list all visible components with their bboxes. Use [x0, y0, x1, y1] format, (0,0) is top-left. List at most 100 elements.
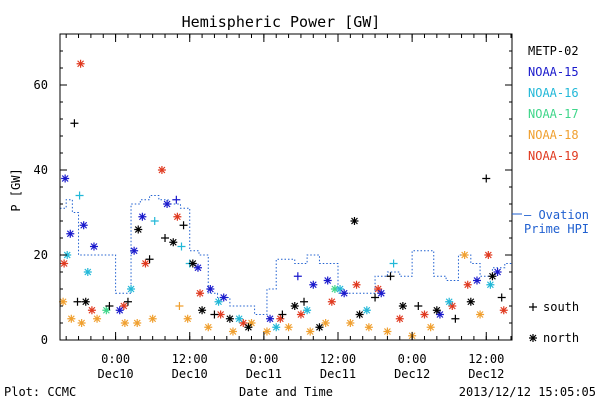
x-tick-date-label: Dec10	[172, 367, 208, 381]
data-point-north	[59, 297, 68, 306]
data-point-north	[499, 306, 508, 315]
data-point-south	[105, 302, 114, 310]
data-point-north	[120, 319, 129, 327]
x-tick-date-label: Dec12	[394, 367, 430, 381]
data-point-north	[235, 314, 244, 323]
data-point-south	[371, 293, 380, 302]
data-point-north	[323, 276, 332, 285]
data-point-north	[173, 212, 182, 221]
legend: METP-02 NOAA-15 NOAA-16 NOAA-17 NOAA-18 NOAA-…	[512, 44, 589, 345]
data-point-north	[206, 285, 215, 293]
data-point-north	[130, 246, 139, 255]
data-point-north	[432, 306, 441, 315]
data-point-north	[138, 212, 147, 221]
data-point-south	[123, 297, 132, 306]
x-tick-label: 0:00	[249, 352, 278, 366]
data-point-north	[219, 293, 228, 302]
data-point-north	[89, 242, 98, 251]
data-point-north	[309, 280, 318, 289]
data-point-south	[414, 302, 423, 310]
data-point-south	[175, 302, 184, 310]
data-point-north	[484, 251, 493, 259]
data-point-north	[239, 319, 248, 327]
data-point-north	[383, 327, 392, 336]
data-point-south	[389, 259, 398, 268]
x-tick-date-label: Dec12	[468, 367, 504, 381]
x-tick-label: 12:00	[320, 352, 356, 366]
data-point-north	[355, 310, 364, 319]
data-point-north	[133, 319, 142, 327]
data-point-north	[163, 200, 172, 208]
data-point-south	[482, 174, 491, 183]
data-point-north	[127, 285, 136, 293]
data-point-north	[61, 174, 70, 183]
legend-entry: NOAA-15	[528, 65, 579, 79]
data-point-south	[172, 195, 181, 204]
data-point-north	[77, 319, 86, 327]
data-point-north	[76, 59, 85, 68]
data-point-north	[315, 323, 324, 332]
data-point-south	[145, 255, 154, 264]
legend-entry: NOAA-16	[528, 86, 579, 100]
data-point-north	[228, 327, 237, 336]
data-point-north	[435, 310, 444, 319]
data-point-north	[196, 289, 205, 298]
data-point-north	[472, 276, 481, 285]
data-point-north	[79, 221, 88, 230]
legend-south-marker	[529, 303, 537, 311]
data-point-north	[63, 251, 72, 259]
data-point-north	[67, 314, 76, 323]
data-point-north	[83, 268, 92, 276]
y-tick-label: 20	[34, 248, 48, 262]
data-point-north	[272, 323, 281, 332]
data-point-north	[290, 302, 299, 310]
data-point-north	[204, 323, 213, 332]
data-point-north	[352, 280, 361, 289]
data-point-north	[188, 259, 197, 268]
y-axis-title: P [GW]	[9, 168, 23, 211]
plot-frame	[59, 33, 513, 341]
data-point-south	[70, 119, 79, 128]
data-point-north	[93, 314, 102, 323]
data-point-south	[451, 314, 460, 323]
data-point-north	[183, 314, 192, 323]
data-point-north	[198, 306, 207, 315]
data-point-north	[445, 297, 454, 306]
data-point-north	[346, 319, 355, 327]
y-tick-label: 0	[41, 333, 48, 347]
data-point-south	[386, 272, 395, 281]
data-point-north	[303, 306, 312, 315]
data-point-south	[150, 217, 159, 225]
data-point-north	[266, 314, 275, 323]
data-point-north	[374, 285, 383, 293]
legend-entry: METP-02	[528, 44, 579, 58]
data-point-north	[81, 297, 90, 306]
data-point-north	[87, 306, 96, 315]
data-point-north	[225, 314, 234, 323]
data-markers	[59, 59, 508, 340]
x-tick-label: 0:00	[398, 352, 427, 366]
data-point-north	[364, 323, 373, 332]
axes: 02040600:00Dec1012:00Dec100:00Dec1112:00…	[34, 33, 513, 381]
x-tick-date-label: Dec11	[246, 367, 282, 381]
data-point-south	[210, 310, 219, 319]
y-tick-label: 40	[34, 163, 48, 177]
legend-entry: NOAA-17	[528, 107, 579, 121]
ovation-series	[60, 195, 513, 315]
data-point-north	[296, 310, 305, 319]
x-tick-date-label: Dec11	[320, 367, 356, 381]
data-point-north	[134, 225, 143, 234]
legend-entry: NOAA-19	[528, 149, 579, 163]
x-tick-label: 0:00	[101, 352, 130, 366]
data-point-north	[377, 289, 386, 298]
data-point-south	[278, 310, 287, 319]
data-point-south	[177, 242, 186, 251]
data-point-north	[486, 280, 495, 289]
data-point-south	[73, 297, 82, 306]
data-point-north	[488, 272, 497, 281]
data-point-north	[476, 310, 485, 319]
data-point-south	[293, 272, 302, 281]
data-point-north	[157, 166, 166, 174]
data-point-north	[169, 238, 178, 247]
